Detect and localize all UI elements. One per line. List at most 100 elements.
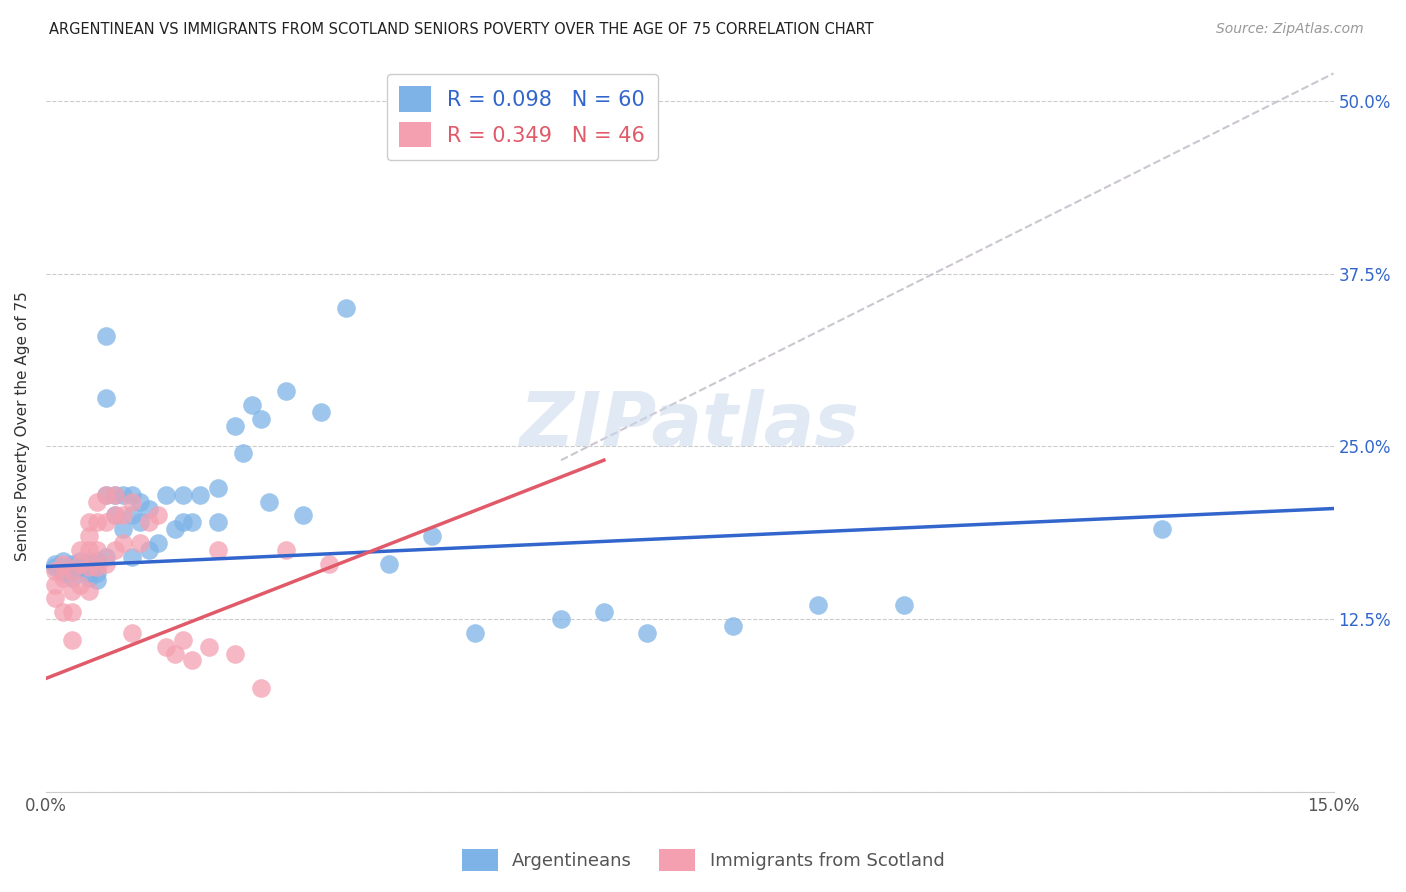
Point xyxy=(550,612,572,626)
Text: ARGENTINEAN VS IMMIGRANTS FROM SCOTLAND SENIORS POVERTY OVER THE AGE OF 75 CORRE: ARGENTINEAN VS IMMIGRANTS FROM SCOTLAND … xyxy=(49,22,875,37)
Point xyxy=(86,543,108,558)
Point xyxy=(155,640,177,654)
Point xyxy=(378,557,401,571)
Point xyxy=(240,398,263,412)
Point xyxy=(138,516,160,530)
Point xyxy=(77,584,100,599)
Point xyxy=(69,561,91,575)
Point xyxy=(77,559,100,574)
Point xyxy=(121,494,143,508)
Point xyxy=(77,566,100,581)
Point xyxy=(155,488,177,502)
Point xyxy=(276,543,298,558)
Text: Source: ZipAtlas.com: Source: ZipAtlas.com xyxy=(1216,22,1364,37)
Point xyxy=(104,508,127,523)
Point xyxy=(77,559,100,574)
Point xyxy=(104,488,127,502)
Point xyxy=(129,494,152,508)
Point xyxy=(52,571,75,585)
Point xyxy=(86,574,108,588)
Point xyxy=(44,564,66,578)
Point xyxy=(721,619,744,633)
Point xyxy=(257,494,280,508)
Point xyxy=(224,418,246,433)
Point xyxy=(60,584,83,599)
Point xyxy=(190,488,212,502)
Point xyxy=(86,559,108,574)
Point xyxy=(129,516,152,530)
Point xyxy=(163,647,186,661)
Point xyxy=(121,549,143,564)
Point xyxy=(77,554,100,568)
Point xyxy=(121,488,143,502)
Legend: R = 0.098   N = 60, R = 0.349   N = 46: R = 0.098 N = 60, R = 0.349 N = 46 xyxy=(387,74,658,160)
Point xyxy=(69,577,91,591)
Point xyxy=(60,632,83,647)
Point xyxy=(104,543,127,558)
Point xyxy=(335,301,357,316)
Point xyxy=(138,501,160,516)
Point xyxy=(180,653,202,667)
Point xyxy=(60,605,83,619)
Point xyxy=(224,647,246,661)
Point xyxy=(104,508,127,523)
Point xyxy=(180,516,202,530)
Point xyxy=(207,543,229,558)
Point xyxy=(636,625,658,640)
Point xyxy=(86,516,108,530)
Point xyxy=(60,571,83,585)
Point xyxy=(550,128,572,143)
Point xyxy=(86,559,108,574)
Point xyxy=(464,625,486,640)
Point xyxy=(309,405,332,419)
Point xyxy=(172,516,194,530)
Point xyxy=(318,557,340,571)
Point xyxy=(44,557,66,571)
Point xyxy=(44,559,66,574)
Y-axis label: Seniors Poverty Over the Age of 75: Seniors Poverty Over the Age of 75 xyxy=(15,291,30,560)
Point xyxy=(86,494,108,508)
Point xyxy=(52,557,75,571)
Point xyxy=(121,508,143,523)
Point xyxy=(77,543,100,558)
Point xyxy=(207,516,229,530)
Text: ZIPatlas: ZIPatlas xyxy=(520,389,859,462)
Point xyxy=(112,536,135,550)
Point xyxy=(172,488,194,502)
Point xyxy=(77,571,100,585)
Point xyxy=(807,598,830,612)
Point xyxy=(112,522,135,536)
Point xyxy=(146,536,169,550)
Point xyxy=(94,549,117,564)
Point xyxy=(52,554,75,568)
Point xyxy=(44,577,66,591)
Point xyxy=(77,529,100,543)
Point xyxy=(94,488,117,502)
Point xyxy=(60,564,83,578)
Point xyxy=(249,411,271,425)
Point xyxy=(146,508,169,523)
Point xyxy=(276,384,298,398)
Point xyxy=(44,591,66,606)
Point xyxy=(112,488,135,502)
Point xyxy=(94,488,117,502)
Legend: Argentineans, Immigrants from Scotland: Argentineans, Immigrants from Scotland xyxy=(454,842,952,879)
Point xyxy=(420,529,443,543)
Point xyxy=(52,605,75,619)
Point xyxy=(94,557,117,571)
Point xyxy=(52,566,75,581)
Point xyxy=(249,681,271,695)
Point xyxy=(163,522,186,536)
Point xyxy=(121,625,143,640)
Point xyxy=(112,508,135,523)
Point xyxy=(94,516,117,530)
Point xyxy=(86,566,108,581)
Point xyxy=(104,488,127,502)
Point xyxy=(69,554,91,568)
Point xyxy=(77,516,100,530)
Point xyxy=(86,554,108,568)
Point xyxy=(593,605,616,619)
Point xyxy=(232,446,254,460)
Point xyxy=(207,481,229,495)
Point xyxy=(69,543,91,558)
